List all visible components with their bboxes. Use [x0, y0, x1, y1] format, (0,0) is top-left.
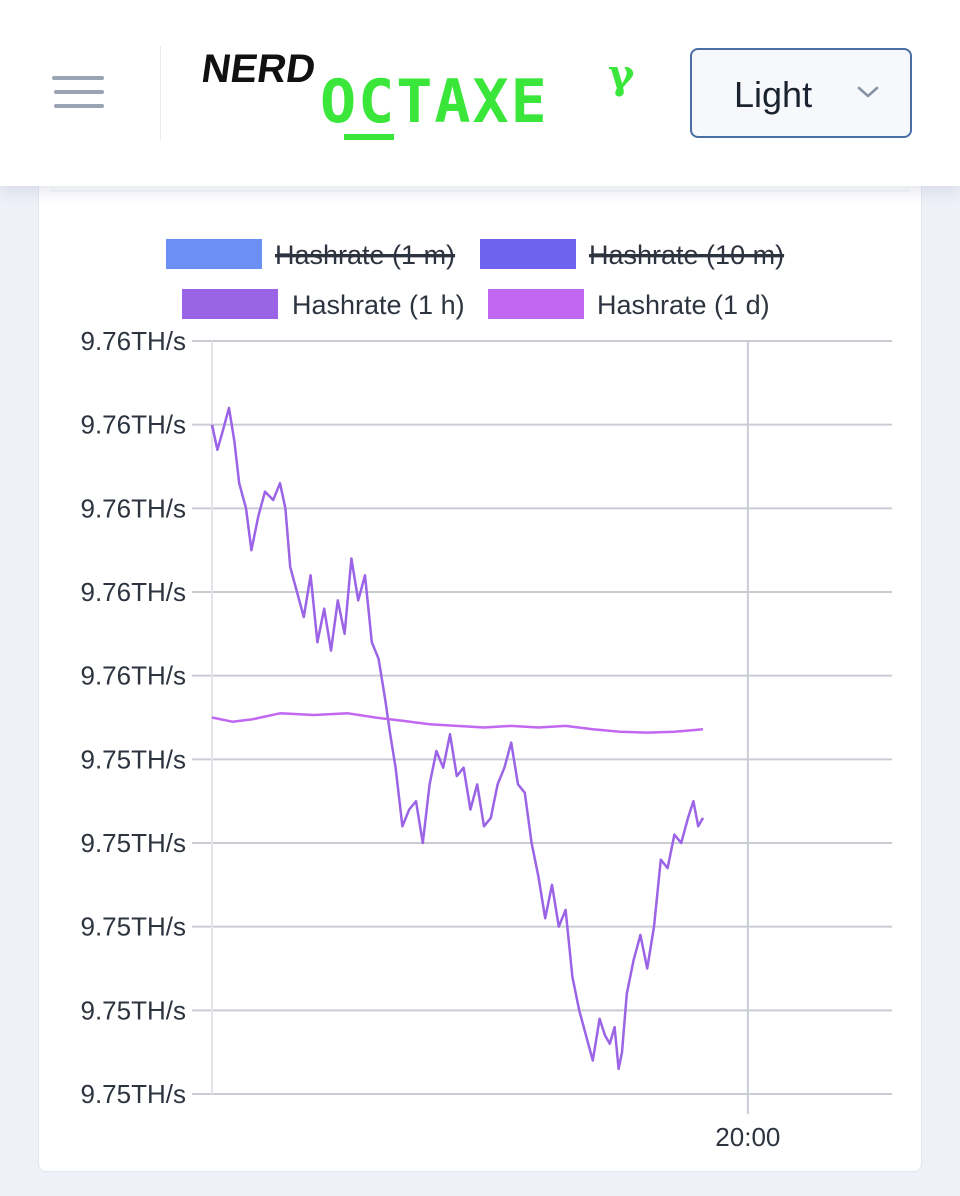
y-tick-label: 9.75TH/s [81, 744, 187, 774]
series-line-hashrate-1d [211, 712, 704, 734]
theme-select[interactable]: Light [690, 48, 912, 138]
logo-small-text: NERD [199, 46, 319, 91]
theme-select-value: Light [734, 74, 813, 115]
y-tick-label: 9.75TH/s [81, 912, 187, 942]
x-tick-label: 20:00 [715, 1122, 780, 1152]
legend-swatch[interactable] [480, 239, 576, 269]
logo-main-text: OCTAXE [320, 67, 549, 137]
header-divider [160, 46, 161, 140]
y-tick-label: 9.76TH/s [81, 410, 187, 440]
y-tick-label: 9.76TH/s [81, 577, 187, 607]
legend-swatch[interactable] [182, 289, 278, 319]
legend-label[interactable]: Hashrate (1 h) [292, 290, 465, 320]
octaxe-logo: NERD OCTAXE γ [199, 46, 635, 140]
y-tick-label: 9.75TH/s [81, 828, 187, 858]
y-tick-label: 9.76TH/s [81, 493, 187, 523]
chevron-down-icon [857, 86, 879, 98]
logo-underline [344, 134, 394, 140]
y-tick-label: 9.76TH/s [81, 326, 187, 356]
chart-card [38, 160, 922, 1172]
app-header: NERD OCTAXE γ Light [0, 0, 960, 186]
legend-label[interactable]: Hashrate (1 d) [597, 290, 770, 320]
legend-swatch[interactable] [488, 289, 584, 319]
y-tick-label: 9.76TH/s [81, 661, 187, 691]
hamburger-menu-icon[interactable] [50, 72, 108, 114]
card-separator [50, 190, 910, 192]
y-tick-label: 9.75TH/s [81, 1079, 187, 1109]
legend-swatch[interactable] [166, 239, 262, 269]
y-tick-label: 9.75TH/s [81, 995, 187, 1025]
logo-gamma: γ [608, 51, 635, 98]
series-line-hashrate-1h [210, 406, 705, 1071]
